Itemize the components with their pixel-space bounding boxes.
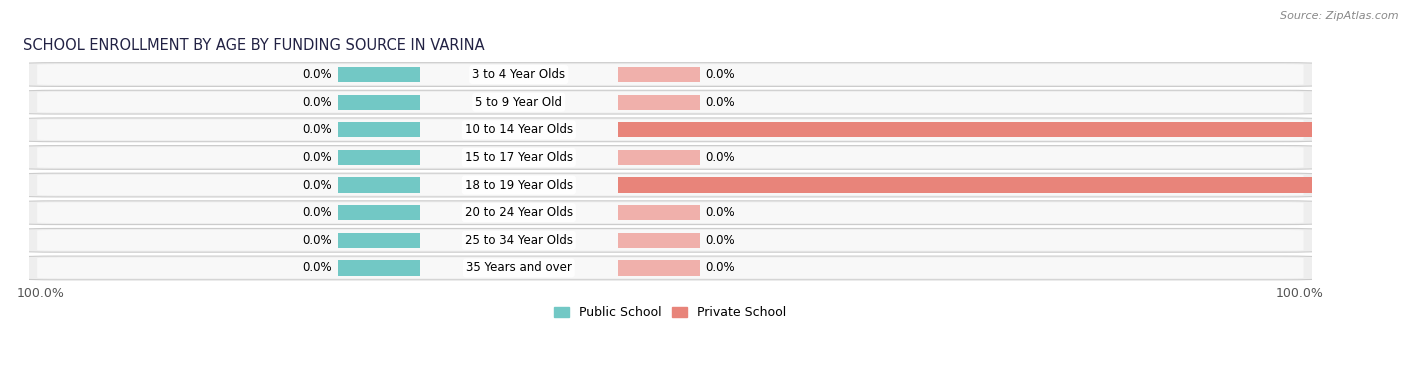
FancyBboxPatch shape: [37, 92, 1303, 113]
Bar: [337, 67, 419, 82]
Bar: [617, 205, 700, 220]
Text: 18 to 19 Year Olds: 18 to 19 Year Olds: [465, 179, 572, 192]
Text: 0.0%: 0.0%: [302, 151, 332, 164]
Text: 15 to 17 Year Olds: 15 to 17 Year Olds: [465, 151, 572, 164]
Text: 0.0%: 0.0%: [302, 206, 332, 219]
Bar: [617, 150, 700, 165]
Bar: [617, 122, 1406, 137]
FancyBboxPatch shape: [24, 63, 1317, 86]
Text: 0.0%: 0.0%: [302, 234, 332, 247]
Text: 20 to 24 Year Olds: 20 to 24 Year Olds: [465, 206, 572, 219]
Bar: [337, 233, 419, 248]
Bar: [617, 233, 700, 248]
Text: 0.0%: 0.0%: [302, 123, 332, 136]
Bar: [617, 261, 700, 276]
Text: 0.0%: 0.0%: [706, 96, 735, 109]
FancyBboxPatch shape: [24, 90, 1317, 114]
Text: Source: ZipAtlas.com: Source: ZipAtlas.com: [1281, 11, 1399, 21]
Text: 0.0%: 0.0%: [706, 151, 735, 164]
Legend: Public School, Private School: Public School, Private School: [550, 301, 792, 324]
Text: 10 to 14 Year Olds: 10 to 14 Year Olds: [465, 123, 572, 136]
FancyBboxPatch shape: [37, 120, 1303, 140]
Text: 0.0%: 0.0%: [706, 206, 735, 219]
Bar: [337, 261, 419, 276]
FancyBboxPatch shape: [37, 230, 1303, 251]
Text: SCHOOL ENROLLMENT BY AGE BY FUNDING SOURCE IN VARINA: SCHOOL ENROLLMENT BY AGE BY FUNDING SOUR…: [22, 38, 484, 53]
Text: 0.0%: 0.0%: [706, 262, 735, 274]
Bar: [337, 122, 419, 137]
FancyBboxPatch shape: [24, 146, 1317, 169]
Text: 5 to 9 Year Old: 5 to 9 Year Old: [475, 96, 562, 109]
Bar: [337, 178, 419, 193]
FancyBboxPatch shape: [24, 118, 1317, 142]
Text: 0.0%: 0.0%: [706, 68, 735, 81]
Text: 35 Years and over: 35 Years and over: [465, 262, 572, 274]
FancyBboxPatch shape: [37, 175, 1303, 195]
Bar: [337, 150, 419, 165]
FancyBboxPatch shape: [24, 201, 1317, 225]
Text: 0.0%: 0.0%: [706, 234, 735, 247]
Bar: [337, 95, 419, 110]
Bar: [617, 178, 1406, 193]
FancyBboxPatch shape: [24, 173, 1317, 197]
FancyBboxPatch shape: [24, 228, 1317, 252]
Text: 100.0%: 100.0%: [1357, 123, 1405, 136]
FancyBboxPatch shape: [37, 64, 1303, 85]
FancyBboxPatch shape: [24, 256, 1317, 280]
Text: 0.0%: 0.0%: [302, 262, 332, 274]
Text: 0.0%: 0.0%: [302, 96, 332, 109]
Text: 25 to 34 Year Olds: 25 to 34 Year Olds: [465, 234, 572, 247]
Bar: [617, 95, 700, 110]
Text: 100.0%: 100.0%: [1357, 179, 1405, 192]
FancyBboxPatch shape: [37, 257, 1303, 278]
Text: 0.0%: 0.0%: [302, 179, 332, 192]
Text: 0.0%: 0.0%: [302, 68, 332, 81]
Bar: [617, 67, 700, 82]
FancyBboxPatch shape: [37, 202, 1303, 223]
FancyBboxPatch shape: [37, 147, 1303, 168]
Bar: [337, 205, 419, 220]
Text: 3 to 4 Year Olds: 3 to 4 Year Olds: [472, 68, 565, 81]
